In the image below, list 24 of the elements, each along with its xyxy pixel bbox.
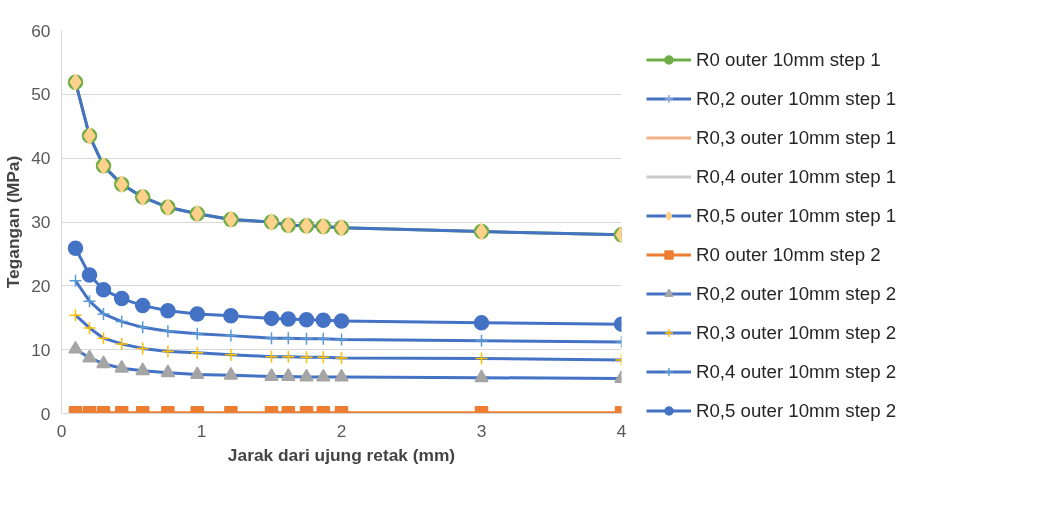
legend-label: R0,2 outer 10mm step 2: [696, 282, 897, 304]
y-tick-label: 60: [31, 20, 51, 41]
y-tick-label: 10: [31, 339, 51, 360]
x-tick-label: 0: [56, 420, 67, 441]
legend-label: R0,2 outer 10mm step 1: [696, 87, 897, 109]
y-tick-label: 50: [31, 84, 51, 105]
legend-label: R0,3 outer 10mm step 1: [696, 126, 897, 148]
legend-label: R0 outer 10mm step 2: [696, 243, 881, 265]
x-tick-label: 1: [196, 420, 207, 441]
x-tick-label: 3: [476, 420, 487, 441]
legend-label: R0,3 outer 10mm step 2: [696, 321, 897, 343]
legend-label: R0,5 outer 10mm step 2: [696, 399, 897, 421]
y-axis-title: Tegangan (MPa): [3, 155, 24, 289]
x-tick-label: 4: [616, 420, 627, 441]
x-tick-label: 2: [336, 420, 347, 441]
y-tick-label: 0: [40, 403, 51, 424]
y-tick-label: 20: [31, 275, 51, 296]
legend-label: R0,5 outer 10mm step 1: [696, 204, 897, 226]
y-tick-label: 30: [31, 212, 51, 232]
y-tick-label: 40: [31, 148, 51, 169]
legend-label: R0 outer 10mm step 1: [696, 48, 881, 70]
legend-label: R0,4 outer 10mm step 1: [696, 165, 897, 187]
legend-label: R0,4 outer 10mm step 2: [696, 360, 897, 382]
x-axis-title: Jarak dari ujung retak (mm): [227, 444, 456, 465]
